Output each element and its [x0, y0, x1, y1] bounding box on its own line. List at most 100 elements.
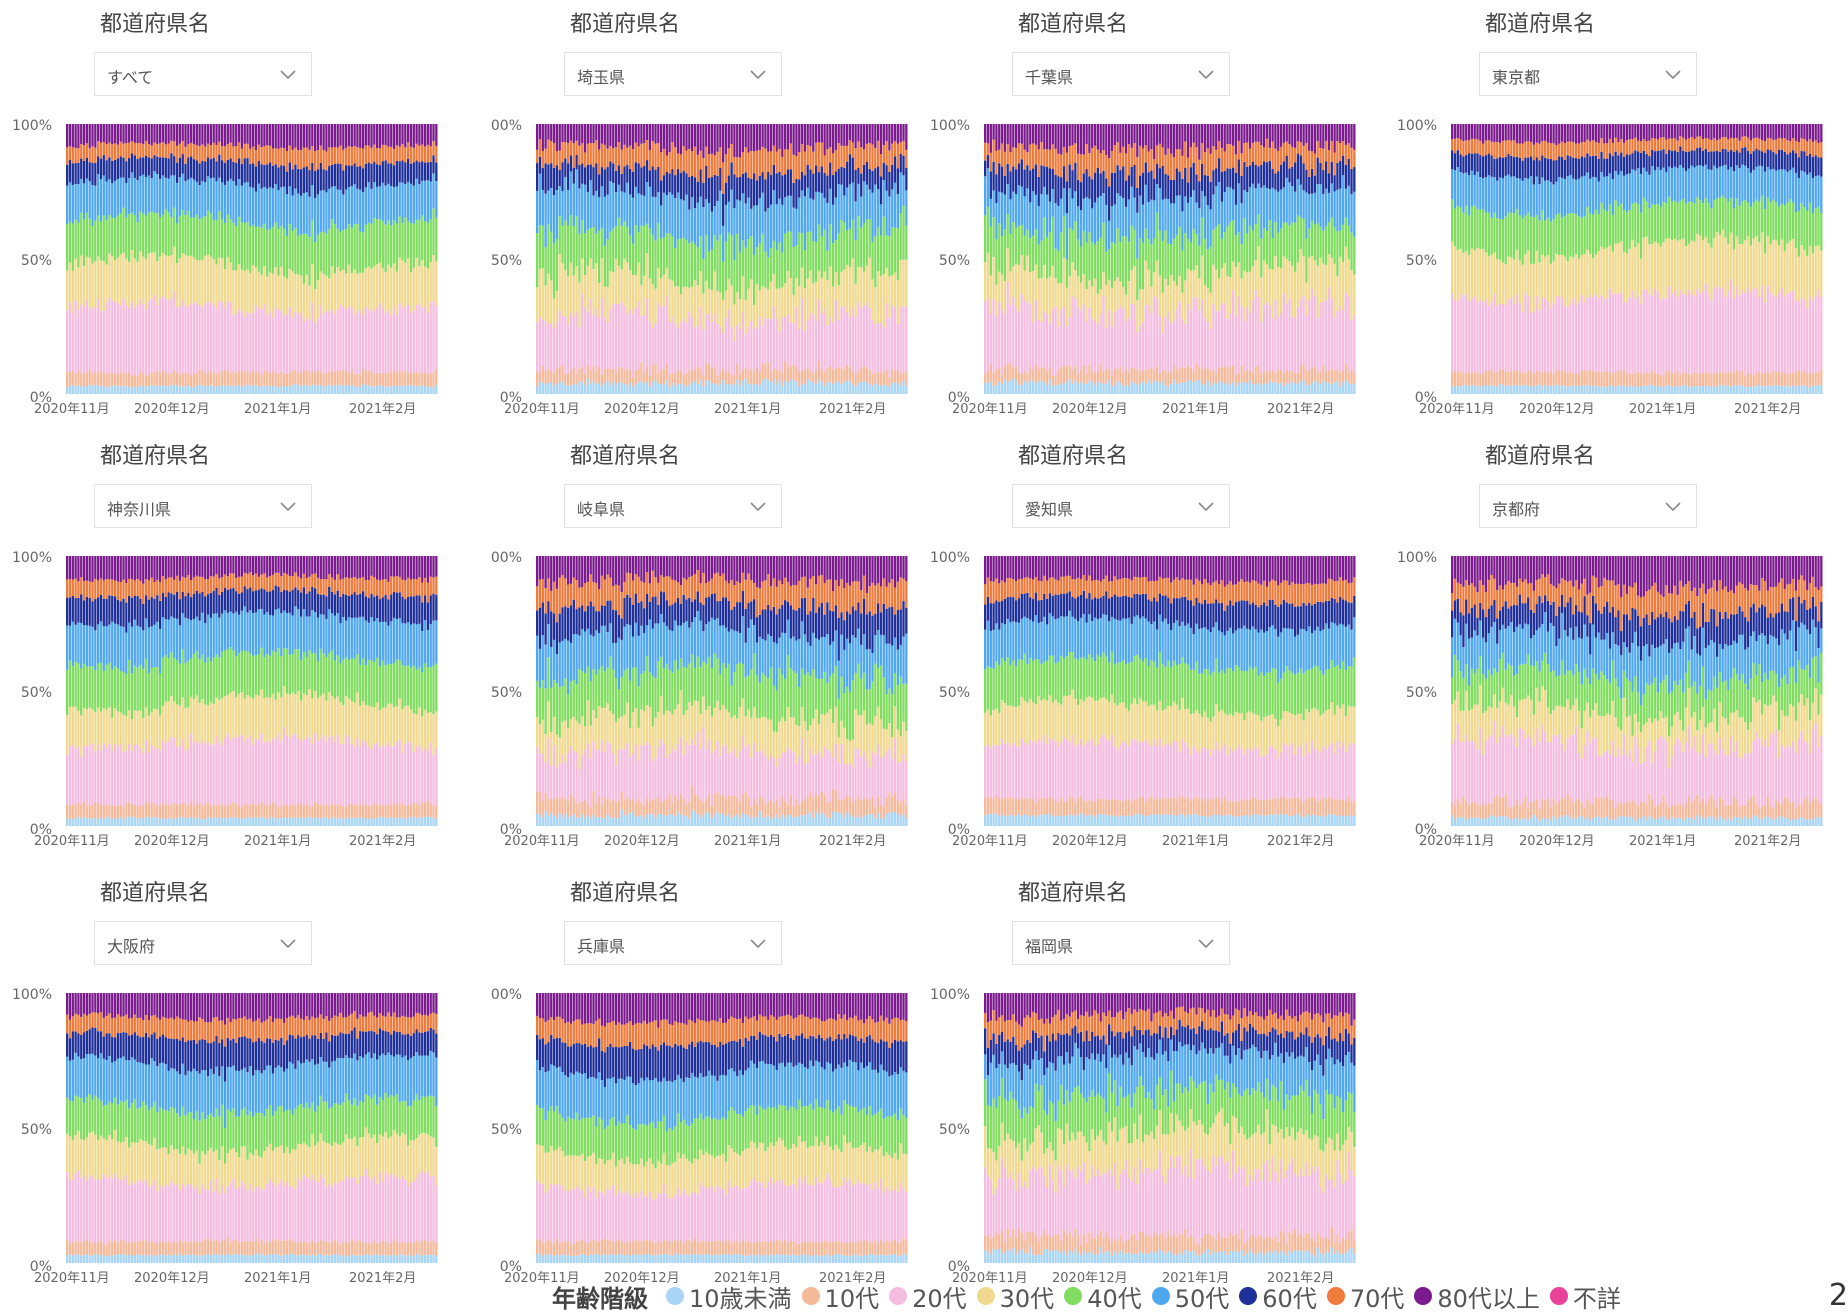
bar-segment	[1255, 124, 1257, 142]
bar-segment	[201, 371, 203, 386]
bar-segment	[1336, 311, 1338, 369]
bar-segment	[1147, 202, 1149, 239]
bar-segment	[1476, 209, 1478, 248]
bar-segment	[356, 167, 358, 189]
bar-segment	[139, 176, 141, 211]
bar-segment	[1052, 386, 1054, 394]
bar-segment	[111, 183, 113, 218]
bar-segment	[643, 124, 645, 143]
bar-column	[1105, 124, 1107, 394]
bar-segment	[260, 124, 262, 147]
bar-segment	[860, 267, 862, 307]
bar-segment	[618, 124, 620, 142]
bar-segment	[1052, 309, 1054, 376]
x-tick-label: 2021年2月	[1267, 398, 1334, 417]
bar-segment	[660, 278, 662, 306]
bar-segment	[1317, 158, 1319, 184]
bar-segment	[1322, 170, 1324, 194]
bar-segment	[1674, 124, 1676, 138]
bar-segment	[821, 278, 823, 314]
bar-segment	[612, 229, 614, 272]
bar-segment	[1654, 242, 1656, 289]
bar-segment	[1243, 371, 1245, 382]
bar-column	[1085, 124, 1087, 394]
bar-segment	[1719, 167, 1721, 198]
bar-segment	[1142, 148, 1144, 172]
bar-segment	[1215, 186, 1217, 227]
bar-segment	[643, 276, 645, 315]
bar-segment	[660, 181, 662, 206]
bar-column	[1699, 124, 1701, 394]
bar-segment	[399, 303, 401, 371]
bar-segment	[1297, 179, 1299, 216]
bar-segment	[303, 148, 305, 168]
bar-segment	[179, 307, 181, 374]
bar-segment	[1552, 184, 1554, 219]
bar-segment	[1521, 181, 1523, 219]
bar-segment	[885, 191, 887, 236]
bar-column	[629, 124, 631, 394]
bar-segment	[1314, 296, 1316, 366]
bar-segment	[1595, 142, 1597, 156]
prefecture-dropdown[interactable]: 埼玉県	[564, 52, 782, 96]
bar-segment	[201, 260, 203, 307]
bar-segment	[623, 124, 625, 145]
bar-segment	[680, 124, 682, 154]
bar-segment	[413, 124, 415, 148]
bar-segment	[1102, 150, 1104, 171]
bar-column	[891, 124, 893, 394]
bar-segment	[136, 143, 138, 159]
bar-segment	[1713, 165, 1715, 200]
bar-segment	[787, 231, 789, 271]
bar-segment	[1088, 232, 1090, 280]
bar-segment	[221, 385, 223, 394]
bar-segment	[1246, 142, 1248, 166]
bar-segment	[795, 156, 797, 179]
bar-segment	[1271, 319, 1273, 371]
bar-column	[897, 124, 899, 394]
bar-column	[1181, 124, 1183, 394]
bar-segment	[590, 180, 592, 228]
bar-segment	[1713, 288, 1715, 373]
bar-segment	[815, 166, 817, 192]
bar-segment	[1105, 124, 1107, 155]
bar-column	[1631, 124, 1633, 394]
bar-segment	[784, 149, 786, 174]
bar-segment	[190, 387, 192, 394]
bar-column	[252, 124, 254, 394]
prefecture-dropdown[interactable]: すべて	[94, 52, 312, 96]
bar-segment	[1471, 139, 1473, 154]
bar-segment	[632, 378, 634, 387]
bar-segment	[1035, 365, 1037, 383]
bar-segment	[578, 165, 580, 189]
bar-segment	[756, 284, 758, 327]
bar-segment	[221, 160, 223, 182]
bar-segment	[1722, 385, 1724, 394]
bar-segment	[812, 373, 814, 383]
bar-segment	[1536, 157, 1538, 176]
bar-segment	[1541, 372, 1543, 387]
bar-column	[415, 124, 417, 394]
bar-segment	[1536, 143, 1538, 158]
bar-segment	[753, 151, 755, 173]
prefecture-dropdown[interactable]: 東京都	[1479, 52, 1697, 96]
bar-segment	[702, 329, 704, 375]
bar-segment	[1536, 250, 1538, 295]
bar-segment	[260, 228, 262, 275]
bar-segment	[1662, 387, 1664, 394]
bar-segment	[410, 223, 412, 272]
bar-segment	[632, 124, 634, 149]
bar-segment	[652, 365, 654, 382]
bar-segment	[621, 124, 623, 149]
bar-column	[227, 124, 229, 394]
bar-segment	[725, 154, 727, 183]
bar-column	[1226, 124, 1228, 394]
bar-segment	[1598, 159, 1600, 182]
bar-column	[1043, 124, 1045, 394]
bar-segment	[1462, 141, 1464, 156]
bar-segment	[778, 331, 780, 369]
bar-segment	[415, 124, 417, 144]
bar-segment	[396, 373, 398, 386]
prefecture-dropdown[interactable]: 千葉県	[1012, 52, 1230, 96]
bar-segment	[148, 175, 150, 212]
